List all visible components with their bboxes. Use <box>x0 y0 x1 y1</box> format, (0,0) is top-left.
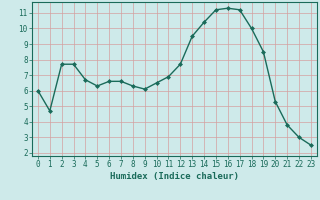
X-axis label: Humidex (Indice chaleur): Humidex (Indice chaleur) <box>110 172 239 181</box>
